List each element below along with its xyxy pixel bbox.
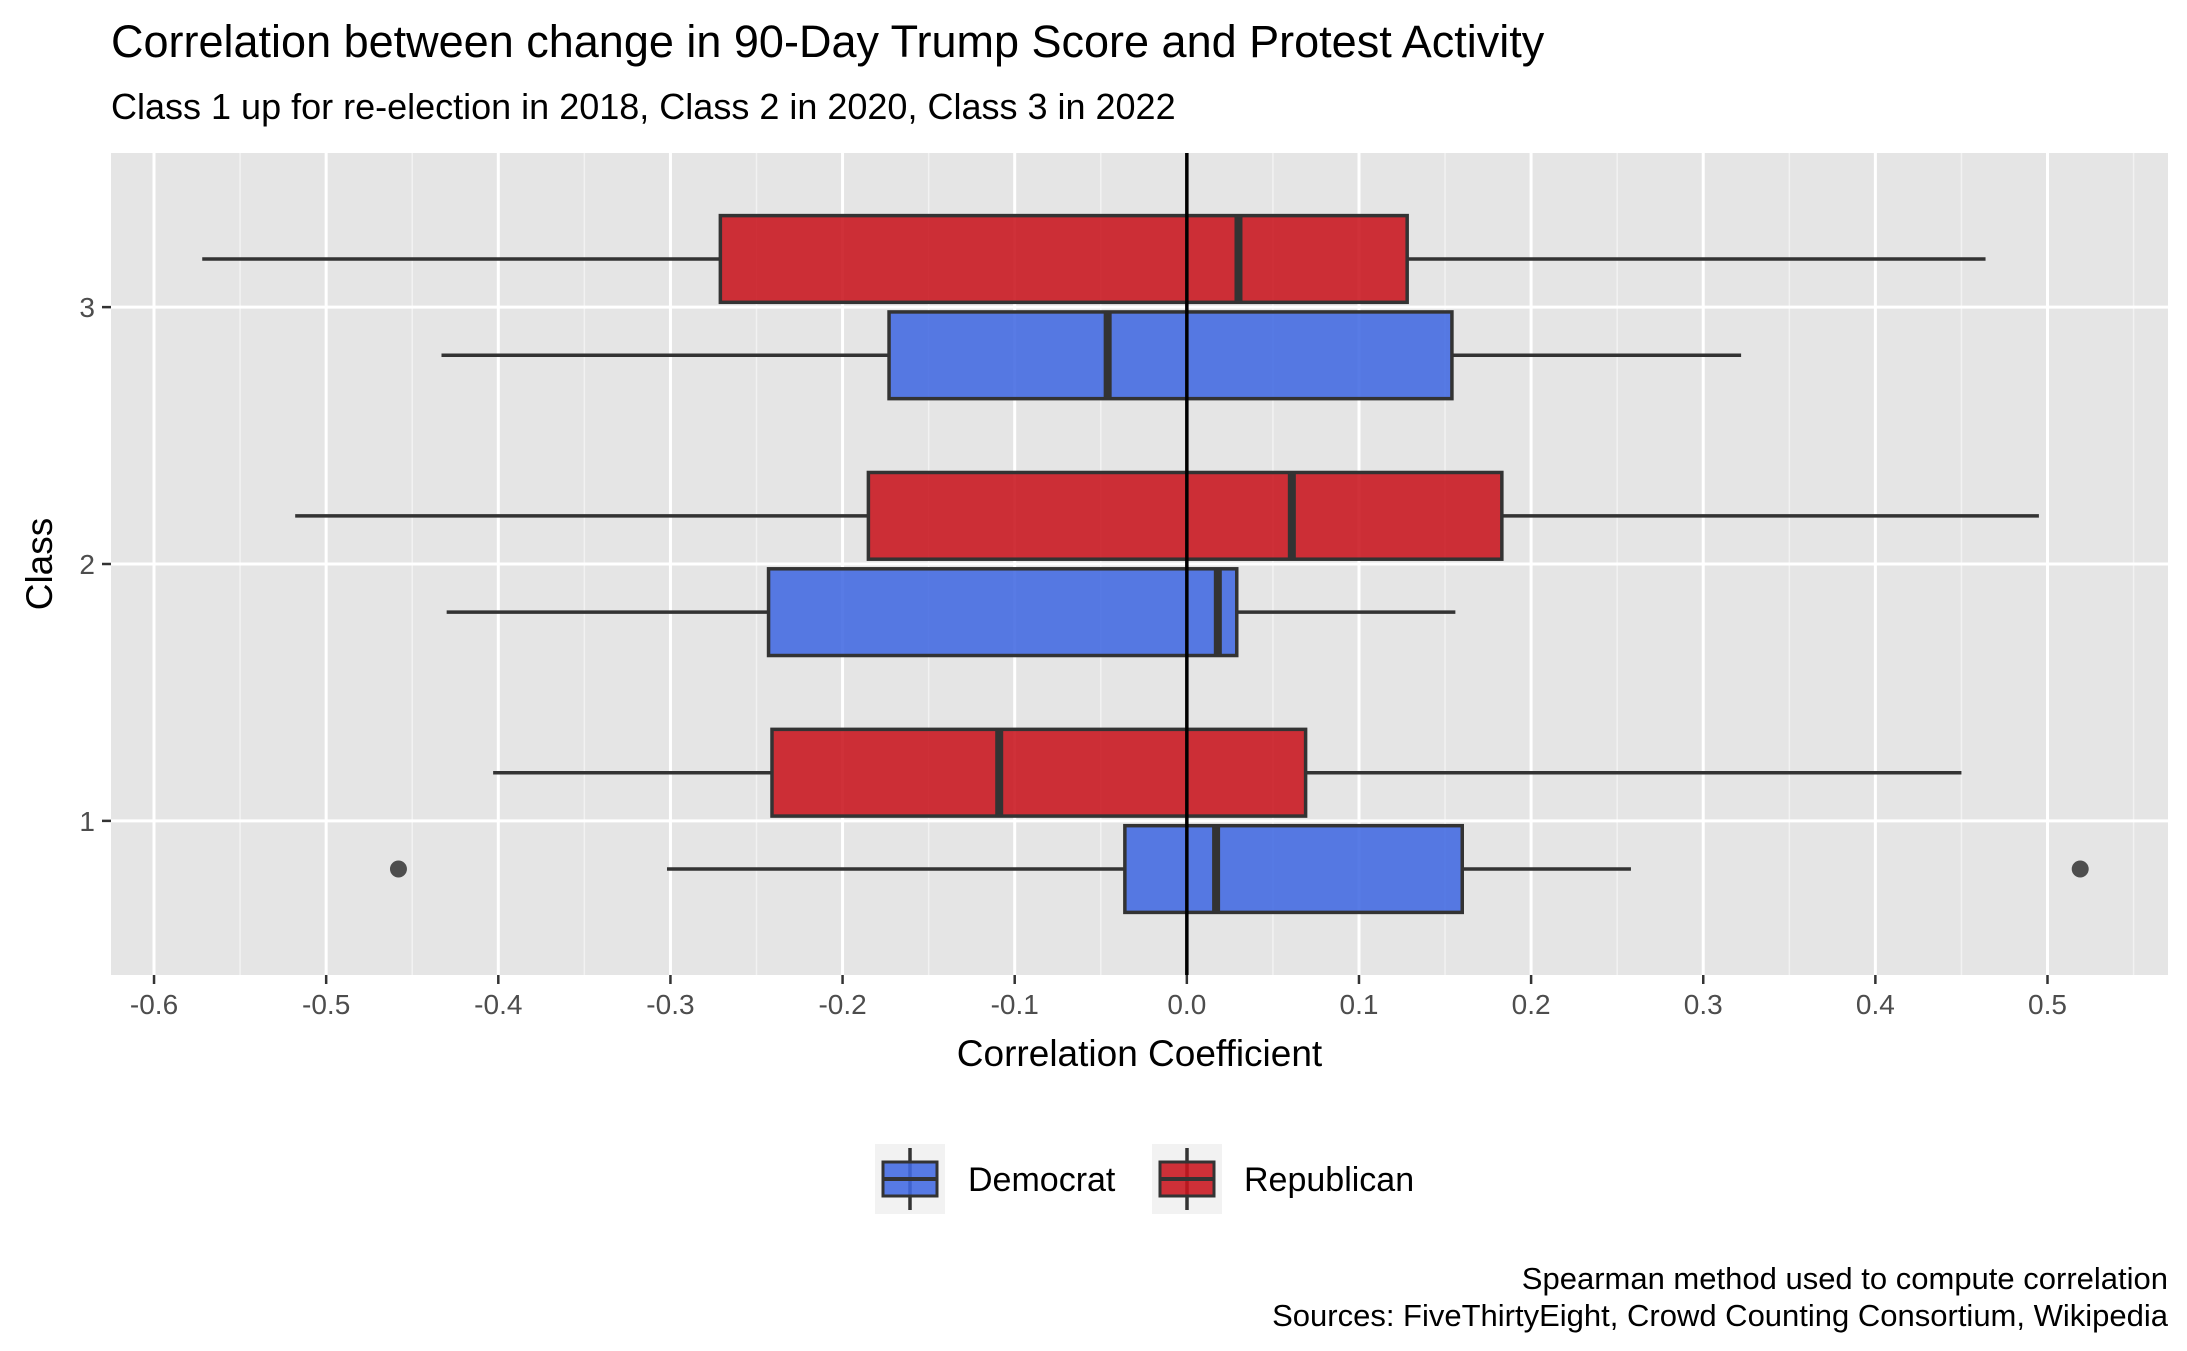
box-republican [718, 213, 1409, 305]
x-tick-label: -0.1 [991, 989, 1039, 1020]
x-axis-label: Correlation Coefficient [957, 1033, 1323, 1074]
axes: -0.6 -0.5 -0.4 -0.3 -0.2 -0.1 0.0 0.1 0.2 0.3 0.4 0… [79, 292, 2067, 1020]
x-tick-label: 0.5 [2028, 989, 2067, 1020]
x-tick-label: -0.6 [130, 989, 178, 1020]
legend-label-republican: Republican [1244, 1161, 1414, 1199]
x-tick-label: 0.2 [1512, 989, 1551, 1020]
caption-sources: Sources: FiveThirtyEight, Crowd Counting… [1272, 1298, 2168, 1333]
x-tick-label: -0.4 [474, 989, 522, 1020]
outlier-point [2071, 860, 2089, 878]
legend: Democrat Republican [875, 1144, 1414, 1214]
x-tick-label: 0.0 [1167, 989, 1206, 1020]
y-tick-label: 1 [79, 806, 95, 837]
x-tick-label: 0.1 [1340, 989, 1379, 1020]
chart-subtitle: Class 1 up for re-election in 2018, Clas… [111, 86, 1176, 127]
box-democrat [887, 310, 1454, 401]
box-democrat [1123, 823, 1465, 915]
x-tick-label: 0.3 [1684, 989, 1723, 1020]
y-axis-label: Class [19, 518, 60, 611]
outlier-point [389, 860, 407, 878]
x-tick-label: -0.5 [302, 989, 350, 1020]
box-republican [770, 727, 1308, 818]
x-tick-label: 0.4 [1856, 989, 1895, 1020]
chart-title: Correlation between change in 90-Day Tru… [111, 16, 1545, 67]
caption-method: Spearman method used to compute correlat… [1521, 1261, 2168, 1296]
y-tick-label: 2 [79, 549, 95, 580]
box-democrat [766, 567, 1239, 658]
x-tick-label: -0.3 [646, 989, 694, 1020]
x-tick-label: -0.2 [818, 989, 866, 1020]
y-tick-label: 3 [79, 292, 95, 323]
legend-label-democrat: Democrat [968, 1161, 1116, 1199]
